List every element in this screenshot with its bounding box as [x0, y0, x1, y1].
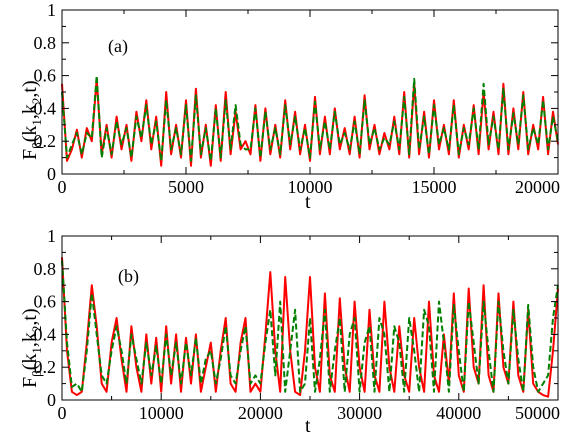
panel-b-ticks: 0 10000 20000 30000 40000 50000 0 0.2 0.4 0.6 0.8 1 — [34, 226, 561, 423]
panel-a-xtick-label: 20000 — [515, 177, 560, 197]
panel-b: 0 10000 20000 30000 40000 50000 0 0.2 0.4 0.6 0.8 1… — [19, 226, 560, 437]
panel-b-ytick-label: 1 — [47, 226, 56, 246]
panel-b-xtick-label: 10000 — [139, 403, 184, 423]
panel-a-traces — [61, 74, 559, 167]
panel-b-xtick-label: 40000 — [436, 403, 481, 423]
panel-a: 0 5000 10000 15000 20000 0 0.2 0.4 0.6 0.8 1 (a) t… — [19, 0, 560, 213]
panel-b-ytick-label: 0 — [47, 390, 56, 410]
panel-b-ytick-label: 0.8 — [34, 259, 57, 279]
panel-b-xtick-label: 20000 — [238, 403, 283, 423]
panel-a-ylabel-sub-2: 2 — [29, 98, 44, 105]
panel-b-ylabel-args-open: (k — [19, 354, 41, 371]
panel-b-traces — [61, 257, 559, 398]
panel-b-xtick-label: 0 — [58, 403, 67, 423]
panel-a-ylabel-sub-beta: β — [29, 142, 44, 149]
panel-b-xtick-label: 50000 — [515, 403, 560, 423]
panel-a-ylabel: Fβ(k1,k2,t) — [19, 80, 44, 160]
panel-a-ylabel-args-open: (k — [19, 126, 41, 143]
panel-a-ytick-label: 0.2 — [34, 131, 57, 151]
panel-a-ylabel-main: F — [19, 149, 41, 160]
panel-a-ylabel-args-close: ,t) — [19, 80, 41, 97]
panel-b-ylabel-sub-1: 1 — [29, 347, 44, 354]
panel-a-ytick-label: 0.4 — [34, 98, 57, 118]
panel-b-ytick-label: 0.2 — [34, 357, 57, 377]
panel-a-series-dashed-line — [61, 74, 559, 162]
panel-a-xtick-label: 10000 — [288, 177, 333, 197]
panel-a-xlabel: t — [305, 191, 311, 213]
panel-b-annotation: (b) — [118, 266, 139, 287]
panel-b-series-dashed-line — [61, 260, 559, 393]
panel-b-ylabel: Fβ(k1,k2,t) — [19, 308, 44, 388]
panel-b-ytick-label: 0.4 — [34, 324, 57, 344]
panel-b-ylabel-args-mid: ,k — [19, 332, 41, 347]
panel-a-ytick-label: 0.6 — [34, 66, 57, 86]
panel-b-ylabel-main: F — [19, 377, 41, 388]
panel-a-annotation: (a) — [108, 36, 128, 57]
panel-b-ylabel-args-close: ,t) — [19, 308, 41, 325]
panel-a-xtick-label: 5000 — [168, 177, 204, 197]
panel-b-ytick-label: 0.6 — [34, 292, 57, 312]
panel-a-ylabel-args-mid: ,k — [19, 104, 41, 119]
panel-a-xtick-label: 15000 — [412, 177, 457, 197]
panel-a-ticks: 0 5000 10000 15000 20000 0 0.2 0.4 0.6 0.8 1 — [34, 0, 561, 197]
panel-a-xtick-label: 0 — [58, 177, 67, 197]
panel-a-ylabel-sub-1: 1 — [29, 119, 44, 126]
panel-b-xlabel: t — [305, 415, 311, 437]
panel-a-ytick-label: 0 — [47, 164, 56, 184]
panel-b-ylabel-sub-2: 2 — [29, 326, 44, 333]
panel-b-ylabel-sub-beta: β — [29, 370, 44, 377]
panel-a-ytick-label: 1 — [47, 0, 56, 20]
panel-b-xtick-label: 30000 — [337, 403, 382, 423]
panel-a-ytick-label: 0.8 — [34, 33, 57, 53]
